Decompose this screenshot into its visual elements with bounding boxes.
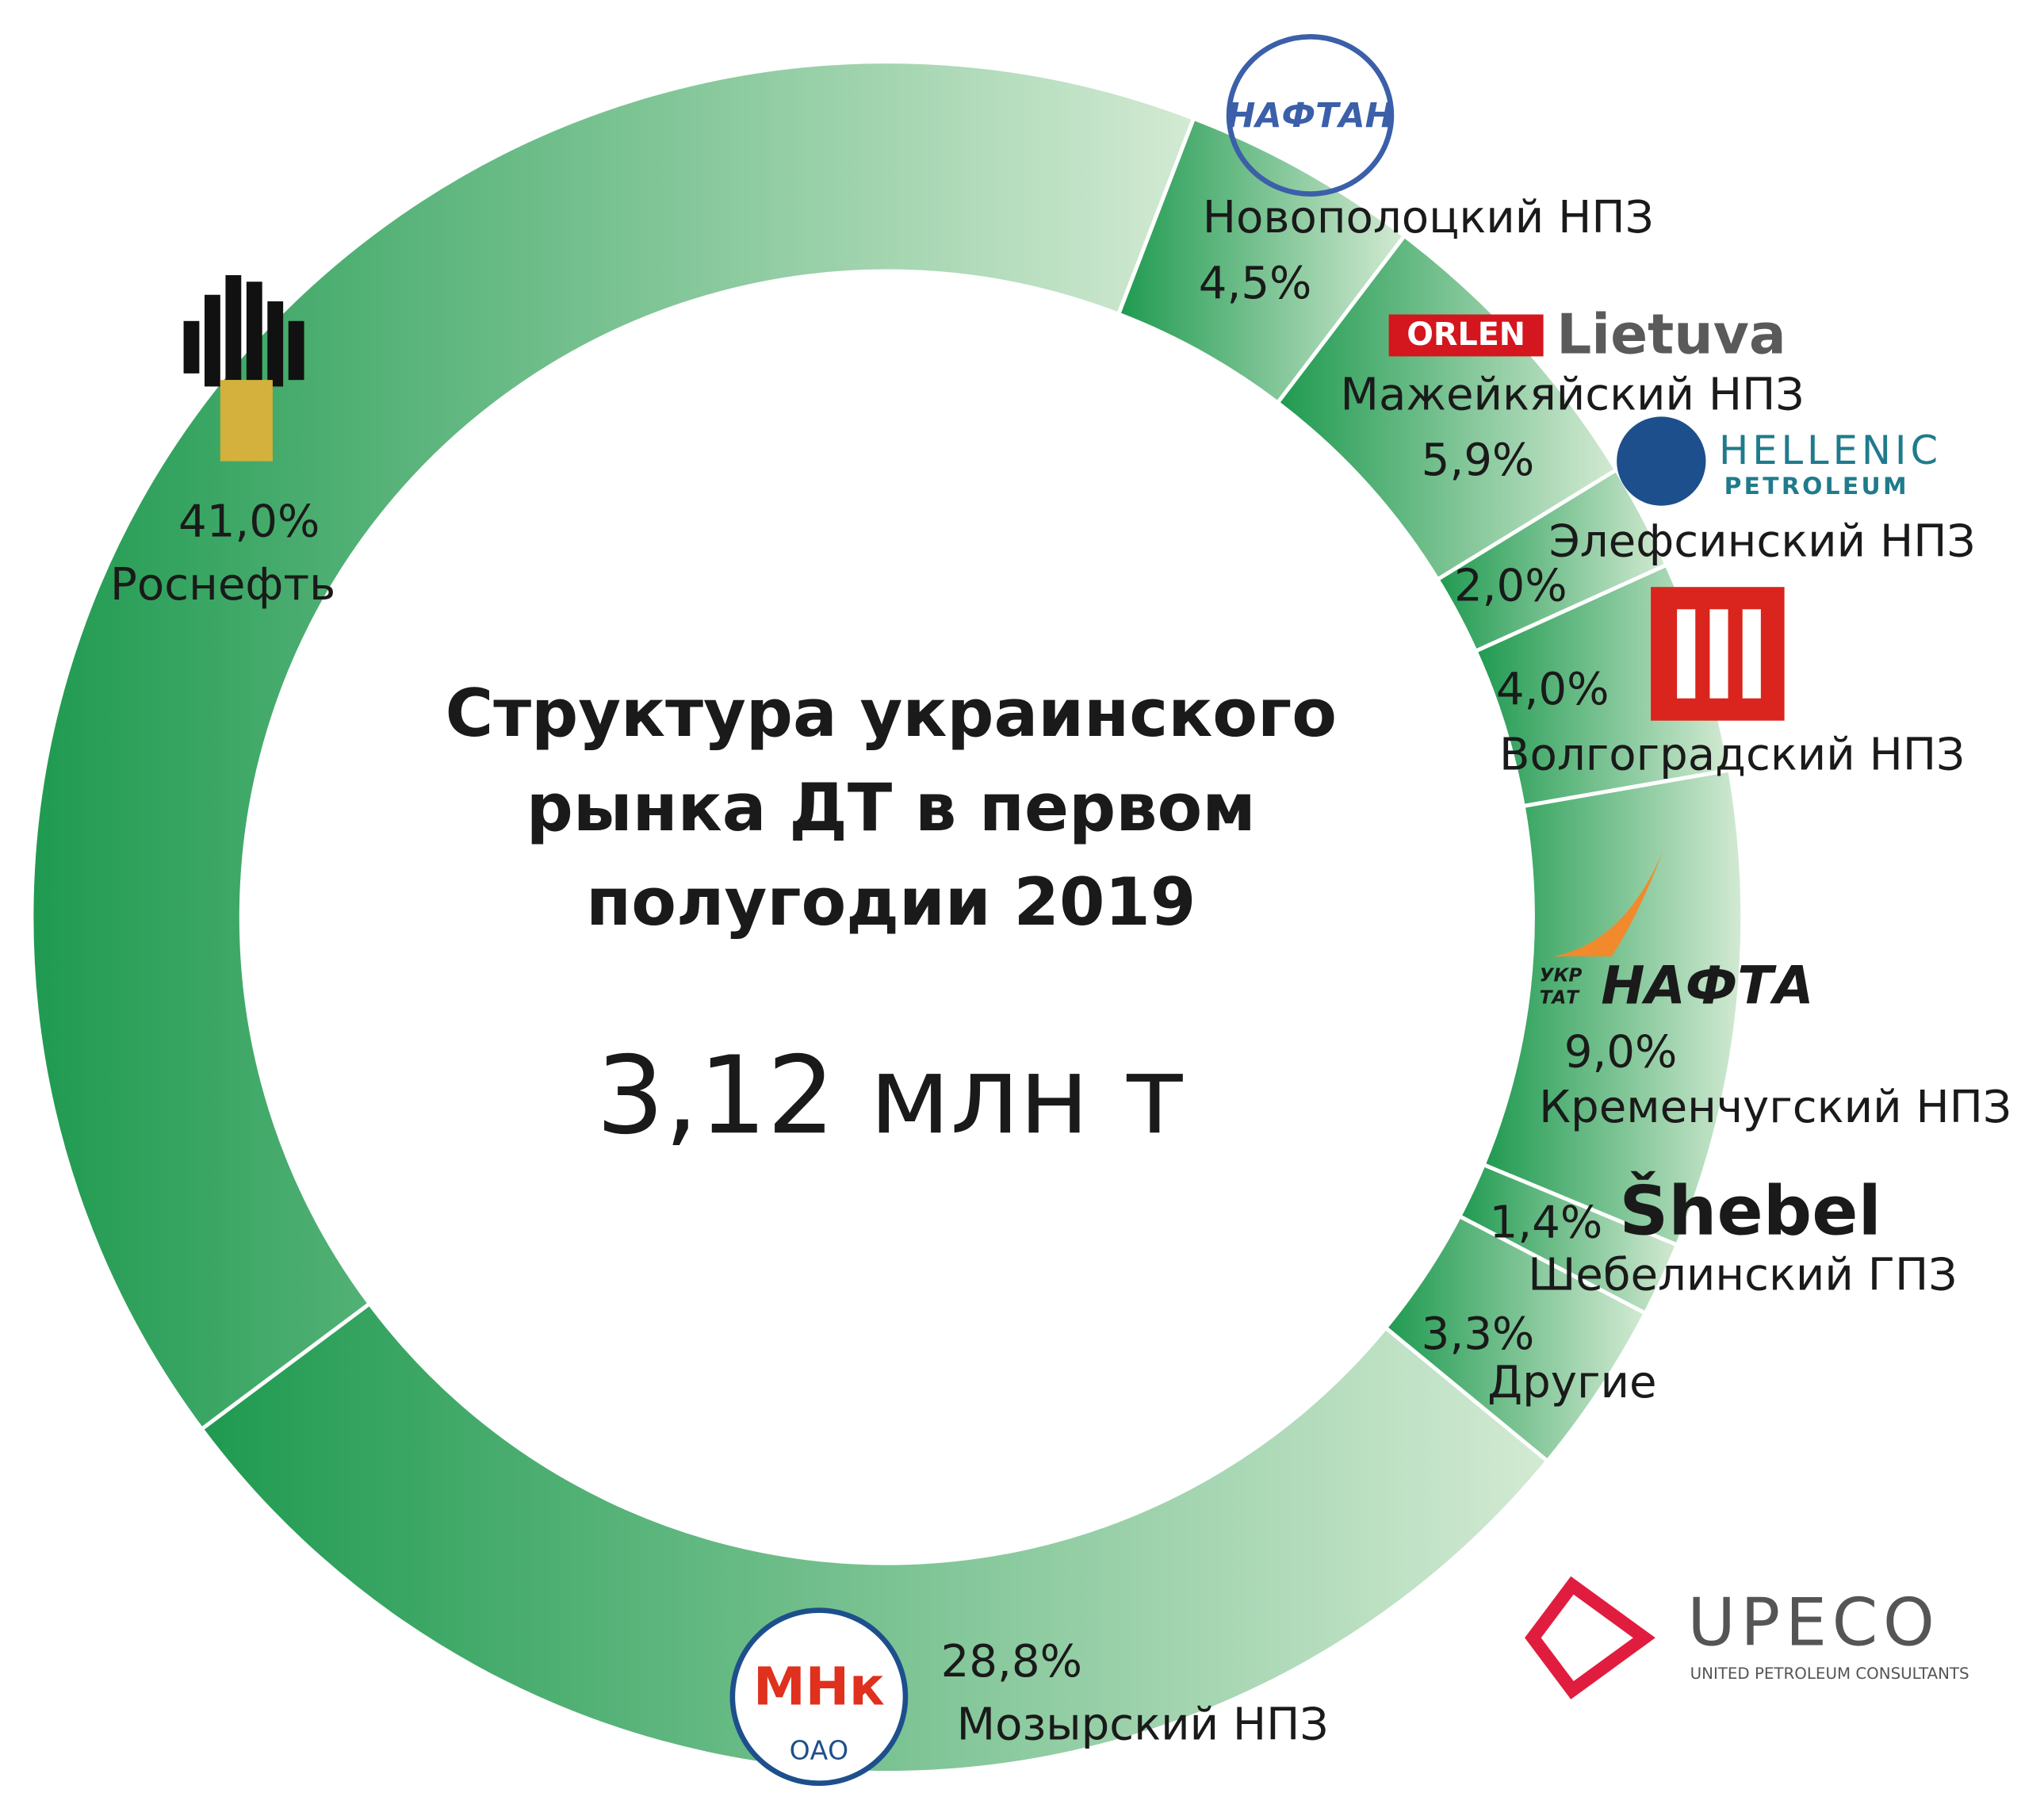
- value-label: 4,5%: [1199, 258, 1312, 309]
- mozyr-logo: [729, 1607, 909, 1786]
- value-label: 2,0%: [1454, 560, 1567, 611]
- lukoil-shape: [1709, 609, 1728, 699]
- category-label: Роснефть: [110, 559, 335, 611]
- logo-text: UNITED PETROLEUM CONSULTANTS: [1690, 1665, 1969, 1683]
- value-label: 1,4%: [1490, 1197, 1603, 1248]
- logo-text: Lietuva: [1556, 303, 1786, 366]
- value-label: 3,3%: [1422, 1308, 1535, 1360]
- lukoil-shape: [1677, 609, 1696, 699]
- category-label: Другие: [1487, 1357, 1656, 1408]
- category-label: Волгоградский НПЗ: [1499, 730, 1965, 781]
- logo-text: УКР: [1540, 965, 1583, 986]
- title: полугодии 2019: [586, 864, 1196, 941]
- ring: [29, 59, 1745, 1775]
- hellenic-logo: [1617, 416, 1706, 506]
- category-label: Элефсинский НПЗ: [1549, 515, 1976, 567]
- logo-text: UPECO: [1687, 1585, 1939, 1661]
- value-label: 4,0%: [1496, 664, 1610, 715]
- value-label: 41,0%: [178, 496, 320, 548]
- title: рынка ДТ в первом: [526, 770, 1256, 846]
- lukoil-shape: [1742, 609, 1761, 699]
- title: Структура украинского: [446, 676, 1337, 752]
- category-label: Кременчугский НПЗ: [1539, 1082, 2011, 1133]
- upeco-logo: [1525, 1576, 1655, 1699]
- logo-text: PETROLEUM: [1724, 473, 1909, 500]
- logo-text: ORLEN: [1407, 316, 1525, 353]
- ukrtatnafta-logo: [1552, 849, 1664, 957]
- slice: [198, 1301, 1551, 1775]
- value-label: 9,0%: [1564, 1027, 1678, 1078]
- value-label: 28,8%: [941, 1636, 1082, 1688]
- logo-text: ОАО: [790, 1735, 849, 1766]
- naftan-logo: [1226, 33, 1395, 197]
- value-label: 5,9%: [1422, 435, 1535, 486]
- logo-text: HELLENIC: [1719, 427, 1942, 473]
- logo-text: НАФТАН: [1227, 96, 1393, 136]
- category-label: Шебелинский ГПЗ: [1528, 1250, 1957, 1301]
- category-label: Мажейкяйский НПЗ: [1341, 369, 1805, 420]
- category-label: Новополоцкий НПЗ: [1203, 192, 1654, 243]
- total: 3,12 млн т: [596, 1033, 1186, 1158]
- mozyr-mark: МНк: [753, 1656, 885, 1717]
- category-label: Мозырский НПЗ: [957, 1699, 1329, 1750]
- rosneft-logo: [183, 274, 304, 462]
- logo-text: Šhebel: [1619, 1171, 1881, 1251]
- orlen-logo: [1388, 314, 1544, 357]
- slice: [29, 59, 1196, 1432]
- logo-text: НАФТА: [1601, 956, 1813, 1017]
- logo-text: ТАТ: [1540, 988, 1581, 1009]
